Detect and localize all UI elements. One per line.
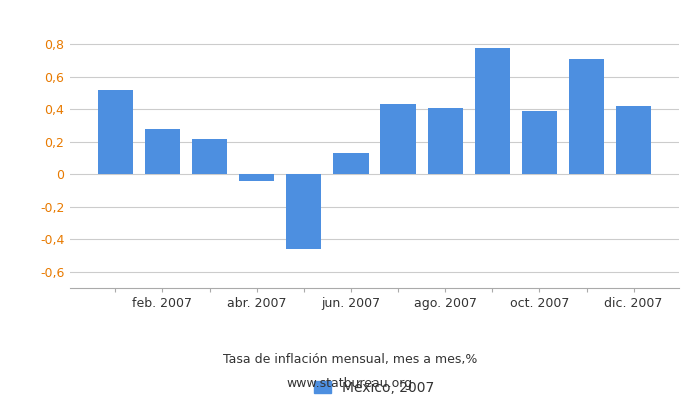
Text: www.statbureau.org: www.statbureau.org — [287, 378, 413, 390]
Bar — [569, 59, 604, 174]
Bar — [333, 153, 369, 174]
Bar — [98, 90, 133, 174]
Bar — [522, 111, 557, 174]
Bar — [192, 138, 228, 174]
Bar — [239, 174, 274, 181]
Bar — [380, 104, 416, 174]
Legend: México, 2007: México, 2007 — [314, 381, 435, 395]
Bar — [286, 174, 321, 249]
Bar — [475, 48, 510, 174]
Bar — [428, 108, 463, 174]
Bar — [145, 129, 180, 174]
Text: Tasa de inflación mensual, mes a mes,%: Tasa de inflación mensual, mes a mes,% — [223, 354, 477, 366]
Bar — [616, 106, 651, 174]
